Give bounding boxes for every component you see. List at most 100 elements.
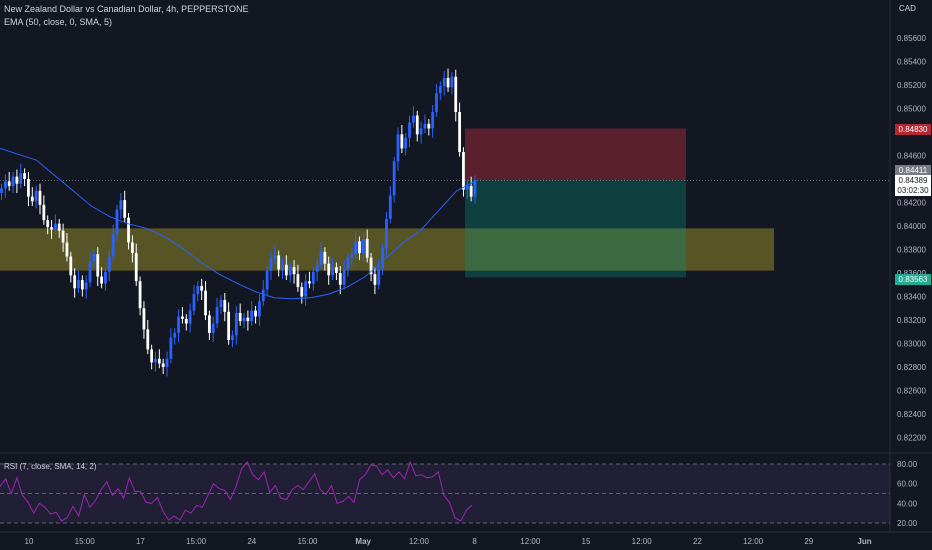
time-tick-label: 15:00 [75, 537, 96, 546]
candle-body [238, 312, 242, 322]
candle-body [269, 258, 273, 271]
candle-body [142, 308, 146, 330]
candle-body [223, 300, 227, 312]
candle-body [435, 93, 438, 113]
candle-body [38, 190, 42, 205]
candle-body [415, 115, 419, 135]
candle-body [207, 315, 211, 333]
candle-body [134, 253, 138, 282]
candle-body [154, 358, 157, 363]
rsi-indicator-label[interactable]: RSI (7, close, SMA, 14, 2) [4, 462, 97, 471]
candle-body [19, 173, 23, 184]
take-profit-zone [465, 180, 686, 278]
candle-body [327, 263, 331, 276]
candle-body [107, 256, 111, 272]
candle-body [300, 287, 304, 297]
time-tick-label: 12:00 [743, 537, 764, 546]
candle-body [100, 276, 103, 284]
candle-body [7, 181, 11, 187]
candle-body [358, 241, 361, 254]
time-tick-label: 12:00 [409, 537, 430, 546]
candle-body [234, 312, 238, 336]
candle-body [281, 264, 284, 270]
candle-body [408, 122, 411, 138]
price-tick-label: 0.84600 [897, 152, 926, 161]
candle-body [261, 289, 265, 302]
candle-body [165, 358, 169, 367]
candle-body [377, 268, 381, 285]
candle-body [184, 318, 188, 324]
candle-body [246, 317, 250, 322]
candle-body [354, 241, 358, 255]
candle-body [292, 267, 296, 275]
candle-body [365, 238, 369, 258]
candle-body [465, 186, 469, 190]
candle-body [42, 204, 46, 221]
candle-body [57, 223, 61, 231]
price-tick-label: 0.83200 [897, 316, 926, 325]
price-tick-label: 0.82400 [897, 410, 926, 419]
candle-body [46, 220, 50, 228]
candle-body [404, 137, 408, 149]
ema-line [0, 147, 476, 300]
price-tick-label: 0.84000 [897, 222, 926, 231]
time-tick-label: 17 [136, 537, 145, 546]
candle-body [346, 257, 350, 270]
candle-body [111, 234, 115, 257]
stop-price-tag: 0.84830 [895, 124, 931, 135]
time-tick-label: 24 [247, 537, 256, 546]
candle-body [130, 242, 134, 254]
candle-body [231, 335, 234, 340]
candle-body [169, 337, 173, 359]
price-tick-label: 0.83000 [897, 340, 926, 349]
rsi-tick-label: 40.00 [897, 499, 918, 508]
candle-body [308, 281, 311, 284]
time-tick-label: 8 [472, 537, 477, 546]
candle-body [446, 77, 450, 88]
candle-body [335, 267, 338, 273]
candle-body [254, 310, 257, 317]
candle-body [469, 186, 473, 197]
candle-body [150, 349, 154, 363]
candle-body [146, 329, 150, 350]
ema-indicator-label[interactable]: EMA (50, close, 0, SMA, 5) [4, 17, 113, 27]
candle-body [427, 123, 431, 129]
target-price-tag: 0.83563 [895, 274, 931, 285]
candle-body [204, 290, 207, 316]
candle-body [53, 223, 57, 230]
candle-body [473, 180, 477, 197]
time-tick-label: May [355, 537, 371, 546]
candle-body [34, 190, 38, 202]
candle-body [442, 77, 446, 87]
candle-body [115, 209, 119, 235]
rsi-tick-label: 60.00 [897, 480, 918, 489]
candle-body [373, 274, 377, 285]
candle-body [258, 301, 261, 317]
candle-body [123, 200, 127, 218]
time-tick-label: 15:00 [186, 537, 207, 546]
candle-body [462, 151, 465, 190]
candle-body [215, 307, 219, 324]
symbol-title[interactable]: New Zealand Dollar vs Canadian Dollar, 4… [4, 4, 249, 14]
candle-body [304, 281, 308, 297]
price-tick-label: 0.83400 [897, 293, 926, 302]
candle-body [84, 282, 88, 290]
candle-body [342, 269, 346, 285]
candle-body [423, 123, 427, 129]
candle-body [200, 285, 204, 291]
candle-body [350, 254, 354, 258]
candle-body [92, 254, 96, 262]
candle-body [104, 271, 107, 284]
time-tick-label: 29 [804, 537, 813, 546]
candle-body [61, 230, 65, 243]
candle-body [265, 270, 269, 290]
candle-body [315, 264, 319, 272]
candle-body [273, 255, 277, 259]
countdown-tag: 03:02:30 [895, 185, 931, 196]
time-tick-label: 22 [693, 537, 702, 546]
candle-body [392, 161, 396, 196]
time-tick-label: 12:00 [632, 537, 653, 546]
candle-body [412, 115, 415, 123]
candle-body [396, 134, 400, 162]
